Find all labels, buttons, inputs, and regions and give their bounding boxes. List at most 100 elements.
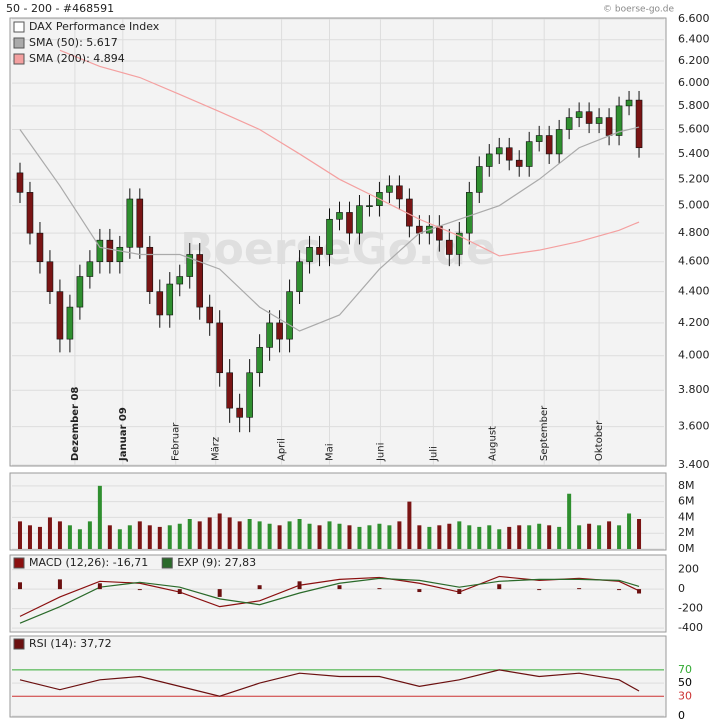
y-tick-label: 5.600 bbox=[678, 122, 710, 135]
volume-bar bbox=[307, 523, 312, 549]
y-tick-label: 4.000 bbox=[678, 349, 710, 362]
volume-bar bbox=[37, 526, 42, 549]
y-tick-label: 0 bbox=[678, 709, 685, 722]
volume-bar bbox=[537, 523, 542, 549]
volume-bar bbox=[177, 523, 182, 549]
candle-body bbox=[386, 185, 393, 193]
y-tick-label: 5.200 bbox=[678, 172, 710, 185]
histogram-bar bbox=[17, 582, 22, 590]
volume-bar bbox=[97, 485, 102, 549]
histogram-bar bbox=[457, 589, 462, 594]
volume-bar bbox=[637, 519, 642, 549]
candle-body bbox=[126, 198, 134, 248]
candle-body bbox=[356, 205, 363, 234]
y-tick-label: 4.200 bbox=[678, 316, 710, 329]
x-tick-label: Juli bbox=[428, 446, 439, 462]
histogram-bar bbox=[577, 588, 582, 590]
y-tick-label: 4.600 bbox=[678, 255, 710, 268]
volume-bar bbox=[597, 525, 602, 549]
histogram-bar bbox=[137, 589, 142, 591]
volume-bar bbox=[317, 525, 322, 549]
volume-bar bbox=[467, 525, 472, 549]
y-tick-label: 6.000 bbox=[678, 76, 710, 89]
volume-bar bbox=[337, 523, 342, 549]
candle-body bbox=[545, 135, 553, 155]
source: © boerse-go.de bbox=[603, 5, 674, 15]
volume-bar bbox=[67, 525, 72, 549]
volume-bar bbox=[397, 521, 402, 549]
histogram-bar bbox=[637, 589, 642, 594]
candle-body bbox=[346, 212, 353, 234]
candle-body bbox=[256, 347, 263, 374]
candle-body bbox=[535, 135, 543, 142]
volume-bar bbox=[497, 529, 502, 549]
volume-bar bbox=[77, 529, 82, 549]
legend-label: RSI (14): 37,72 bbox=[29, 637, 112, 650]
volume-bar bbox=[517, 525, 522, 549]
candle-body bbox=[56, 291, 64, 340]
candle-body bbox=[336, 212, 343, 220]
panel bbox=[9, 554, 667, 633]
candle-body bbox=[555, 129, 563, 155]
volume-bar bbox=[297, 519, 302, 549]
volume-bar bbox=[287, 521, 292, 549]
histogram-bar bbox=[417, 589, 422, 593]
series-line bbox=[19, 126, 640, 332]
histogram-bar bbox=[57, 579, 62, 590]
candle-body bbox=[206, 306, 213, 324]
histogram-bar bbox=[377, 588, 382, 590]
x-tick-label: Januar 09 bbox=[118, 407, 129, 462]
volume-bar bbox=[587, 523, 592, 549]
x-tick-label: April bbox=[277, 438, 288, 461]
y-tick-label: 0M bbox=[678, 542, 695, 555]
y-tick-label: -200 bbox=[678, 602, 703, 615]
histogram-bar bbox=[537, 589, 542, 591]
volume-bar bbox=[57, 521, 62, 549]
candle-body bbox=[276, 322, 283, 340]
volume-bar bbox=[627, 513, 632, 549]
volume-bar bbox=[477, 526, 482, 549]
legend-swatch bbox=[13, 638, 25, 650]
volume-bar bbox=[117, 529, 122, 549]
x-tick-label: Oktober bbox=[594, 420, 605, 461]
volume-bar bbox=[447, 523, 452, 549]
y-tick-label: 5.000 bbox=[678, 199, 710, 212]
candle-body bbox=[66, 306, 74, 340]
histogram-bar bbox=[617, 589, 622, 591]
volume-bar bbox=[617, 525, 622, 549]
y-tick-label: 4.400 bbox=[678, 285, 710, 298]
volume-bar bbox=[547, 525, 552, 549]
volume-bar bbox=[247, 519, 252, 549]
volume-bar bbox=[347, 525, 352, 549]
legend-label: EXP (9): 27,83 bbox=[177, 556, 256, 569]
candle-body bbox=[465, 192, 473, 234]
series-line bbox=[59, 49, 640, 257]
y-tick-label: 4M bbox=[678, 510, 695, 523]
volume-bar bbox=[327, 521, 332, 549]
volume-bar bbox=[607, 521, 612, 549]
volume-bar bbox=[27, 525, 32, 549]
x-tick-label: Februar bbox=[171, 422, 182, 461]
volume-bar bbox=[217, 513, 222, 549]
candle-body bbox=[176, 276, 184, 285]
x-tick-label: Mai bbox=[325, 443, 336, 461]
y-tick-label: 5.400 bbox=[678, 147, 710, 160]
volume-bar bbox=[107, 525, 112, 549]
y-tick-label: -400 bbox=[678, 621, 703, 634]
volume-bar bbox=[487, 525, 492, 549]
candle-body bbox=[156, 291, 164, 316]
volume-bar bbox=[527, 525, 532, 549]
candle-body bbox=[216, 322, 223, 374]
histogram-bar bbox=[257, 585, 262, 590]
candle-body bbox=[625, 99, 633, 107]
candle-body bbox=[306, 246, 313, 263]
candle-body bbox=[595, 117, 603, 124]
histogram-bar bbox=[177, 589, 182, 594]
histogram-bar bbox=[97, 583, 102, 590]
candle-body bbox=[326, 218, 333, 255]
legend-swatch bbox=[13, 21, 25, 33]
legend-label: MACD (12,26): -16,71 bbox=[29, 556, 148, 569]
candle-body bbox=[515, 159, 523, 167]
volume-bar bbox=[157, 526, 162, 549]
candle-body bbox=[316, 246, 323, 255]
